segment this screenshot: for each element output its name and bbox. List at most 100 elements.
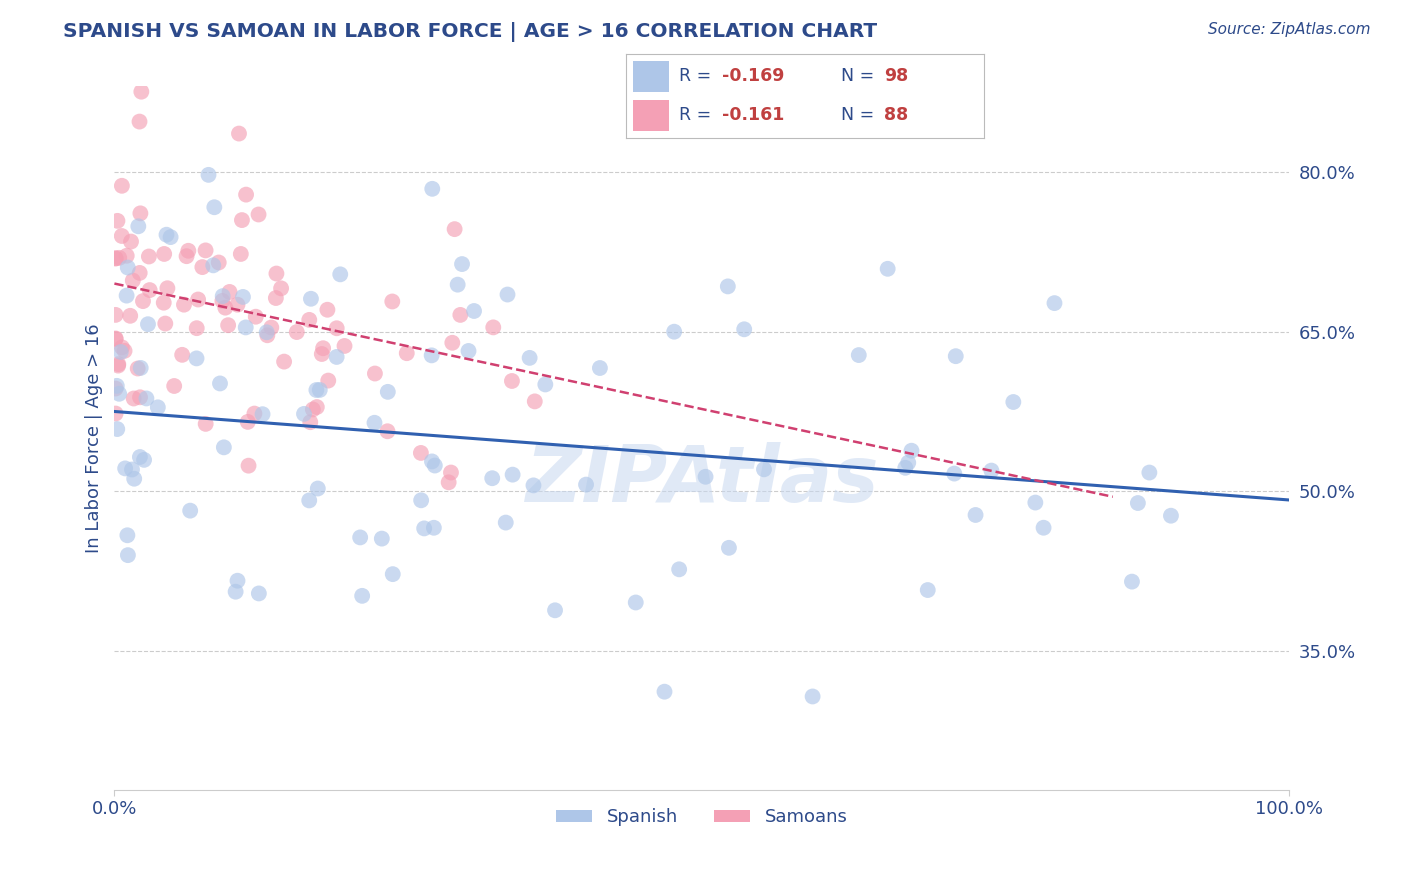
- Text: -0.169: -0.169: [723, 68, 785, 86]
- Point: [128, 114, 150, 128]
- Point: [329, 268, 352, 282]
- Point: [236, 415, 259, 429]
- Point: [501, 374, 523, 388]
- Point: [381, 567, 404, 582]
- Point: [917, 582, 939, 597]
- Point: [411, 493, 433, 508]
- Point: [176, 249, 198, 263]
- Point: [132, 453, 155, 467]
- Point: [273, 354, 295, 368]
- Point: [316, 374, 339, 388]
- Point: [668, 562, 690, 576]
- Point: [299, 415, 322, 429]
- Text: SPANISH VS SAMOAN IN LABOR FORCE | AGE > 16 CORRELATION CHART: SPANISH VS SAMOAN IN LABOR FORCE | AGE >…: [63, 22, 877, 42]
- Point: [308, 383, 330, 397]
- Point: [1137, 466, 1160, 480]
- Point: [111, 178, 134, 193]
- Point: [443, 222, 465, 236]
- Point: [108, 251, 131, 265]
- Point: [325, 321, 347, 335]
- Point: [664, 325, 686, 339]
- Point: [252, 407, 274, 421]
- Point: [153, 247, 176, 261]
- Point: [131, 85, 153, 99]
- Point: [129, 206, 152, 220]
- Point: [211, 289, 233, 303]
- Point: [352, 589, 374, 603]
- Point: [121, 274, 143, 288]
- Point: [208, 255, 231, 269]
- Bar: [633, 100, 669, 130]
- Text: N =: N =: [841, 68, 880, 86]
- Point: [654, 684, 676, 698]
- Point: [135, 392, 157, 406]
- Point: [695, 469, 717, 483]
- Point: [115, 249, 138, 263]
- Point: [129, 450, 152, 464]
- Point: [194, 244, 217, 258]
- Point: [395, 346, 418, 360]
- Point: [117, 528, 139, 542]
- Point: [163, 379, 186, 393]
- Point: [155, 317, 177, 331]
- Point: [980, 464, 1002, 478]
- Point: [245, 310, 267, 324]
- Point: [104, 252, 127, 266]
- Point: [117, 260, 139, 275]
- Point: [105, 422, 128, 436]
- Point: [110, 345, 132, 359]
- Point: [107, 357, 129, 371]
- Point: [155, 227, 177, 242]
- Point: [423, 458, 446, 473]
- Point: [440, 466, 463, 480]
- Point: [364, 367, 387, 381]
- Point: [229, 247, 252, 261]
- Point: [420, 454, 443, 468]
- Point: [381, 294, 404, 309]
- Point: [349, 530, 371, 544]
- Point: [1121, 574, 1143, 589]
- Text: R =: R =: [679, 68, 717, 86]
- Point: [156, 281, 179, 295]
- Point: [449, 308, 471, 322]
- Point: [495, 516, 517, 530]
- Point: [260, 320, 283, 334]
- Point: [117, 548, 139, 562]
- Point: [302, 402, 325, 417]
- Point: [202, 200, 225, 214]
- Point: [589, 361, 612, 376]
- Point: [965, 508, 987, 522]
- Point: [104, 331, 127, 345]
- Point: [146, 401, 169, 415]
- Point: [247, 586, 270, 600]
- Point: [159, 230, 181, 244]
- Text: 98: 98: [884, 68, 908, 86]
- Point: [333, 339, 356, 353]
- Point: [129, 360, 152, 375]
- Point: [945, 349, 967, 363]
- Point: [208, 376, 231, 391]
- Point: [801, 690, 824, 704]
- Point: [104, 332, 127, 346]
- Point: [138, 283, 160, 297]
- Point: [214, 301, 236, 315]
- Point: [225, 584, 247, 599]
- Point: [114, 343, 136, 358]
- Point: [232, 290, 254, 304]
- Point: [107, 214, 129, 228]
- Point: [104, 252, 127, 266]
- Point: [943, 467, 966, 481]
- Text: ZIPAtlas: ZIPAtlas: [524, 442, 879, 518]
- Point: [311, 347, 333, 361]
- Point: [1160, 508, 1182, 523]
- Y-axis label: In Labor Force | Age > 16: In Labor Force | Age > 16: [86, 323, 103, 553]
- Point: [187, 293, 209, 307]
- Point: [519, 351, 541, 365]
- Point: [238, 458, 260, 473]
- Point: [122, 392, 145, 406]
- Point: [305, 400, 328, 414]
- Point: [226, 574, 249, 588]
- Point: [172, 348, 194, 362]
- Point: [1032, 521, 1054, 535]
- Point: [217, 318, 239, 333]
